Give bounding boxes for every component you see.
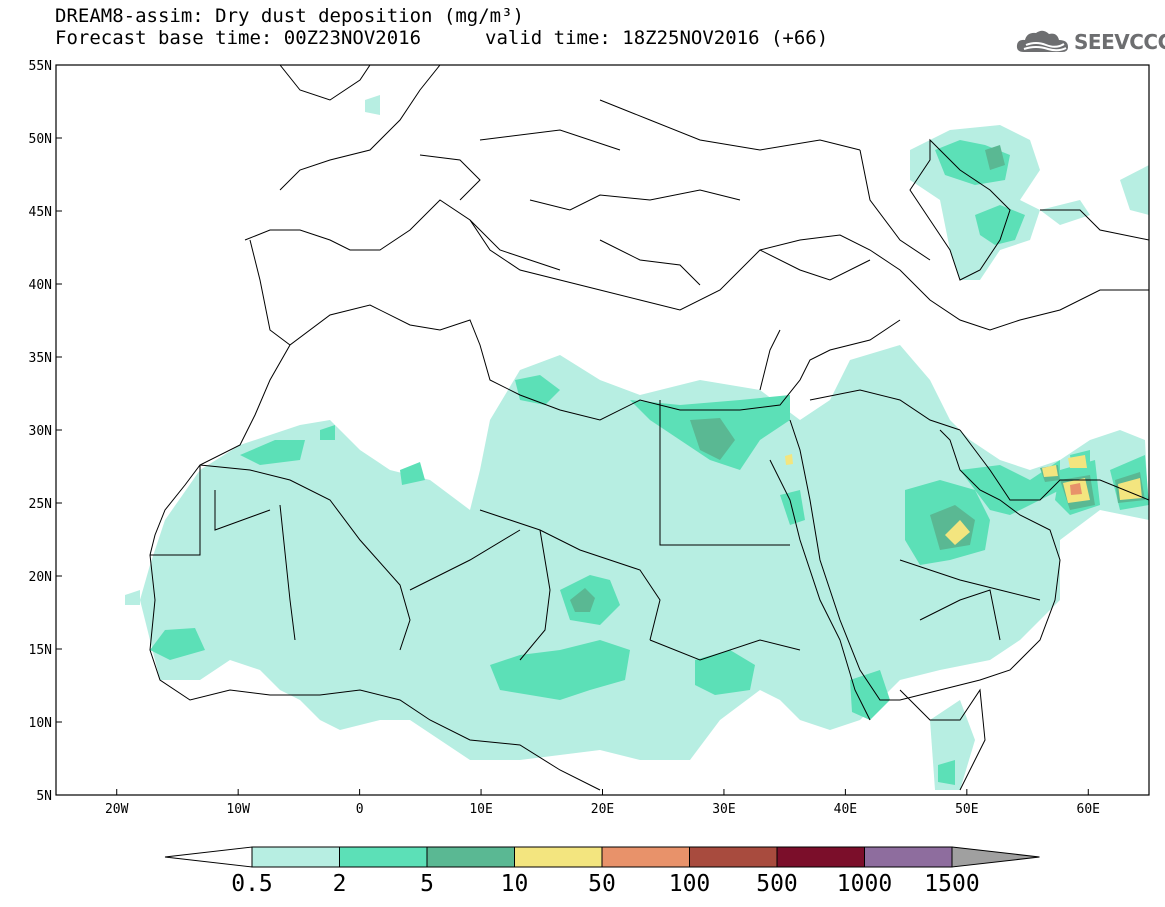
lat-tick-label: 25N [29,497,52,512]
cloud-logo-icon [1016,30,1068,52]
colorbar: 0.5 2 5 10 50 100 500 1000 1500 [164,846,1040,897]
colorbar-label: 2 [333,871,347,897]
colorbar-label: 500 [756,871,798,897]
colorbar-swatch [951,846,1040,868]
longitude-axis: 20W 10W 0 10E 20E 30E 40E 50E 60E [105,789,1100,817]
colorbar-swatch [689,846,778,868]
lat-tick-label: 50N [29,132,52,147]
lat-tick-label: 5N [36,789,52,804]
colorbar-swatch [426,846,515,868]
colorbar-label: 1500 [924,871,979,897]
colorbar-label: 0.5 [231,871,273,897]
colorbar-label: 10 [501,871,529,897]
colorbar-swatch [339,846,428,868]
colorbar-label: 1000 [837,871,892,897]
colorbar-label: 5 [420,871,434,897]
colorbar-arrow-low [164,846,253,868]
lat-tick-label: 40N [29,278,52,293]
colorbar-swatch [601,846,690,868]
colorbar-swatch [864,846,953,868]
colorbar-swatch [251,846,340,868]
latitude-axis: 55N 50N 45N 40N 35N 30N 25N 20N 15N 10N 5N [29,59,62,804]
colorbar-label: 100 [669,871,711,897]
valid-time: valid time: 18Z25NOV2016 (+66) [485,27,829,49]
colorbar-label: 50 [588,871,616,897]
lon-tick-label: 10E [469,802,492,817]
lon-tick-label: 0 [356,802,364,817]
lon-tick-label: 10W [226,802,250,817]
lon-tick-label: 40E [834,802,857,817]
map-title: DREAM8-assim: Dry dust deposition (mg/m³… [55,5,524,27]
colorbar-swatch [514,846,603,868]
lat-tick-label: 35N [29,351,52,366]
lat-tick-label: 10N [29,716,52,731]
lat-tick-label: 15N [29,643,52,658]
forecast-base-time: Forecast base time: 00Z23NOV2016 [55,27,422,49]
dust-field [125,65,1149,791]
seevccc-logo: SEEVCCC [1016,28,1165,56]
lat-tick-label: 45N [29,205,52,220]
lat-tick-label: 55N [29,59,52,74]
lon-tick-label: 30E [712,802,735,817]
lon-tick-label: 50E [955,802,978,817]
lat-tick-label: 20N [29,570,52,585]
lat-tick-label: 30N [29,424,52,439]
lon-tick-label: 20W [105,802,129,817]
colorbar-swatch [776,846,865,868]
lon-tick-label: 20E [591,802,614,817]
logo-text: SEEVCCC [1074,30,1165,54]
lon-tick-label: 60E [1077,802,1100,817]
